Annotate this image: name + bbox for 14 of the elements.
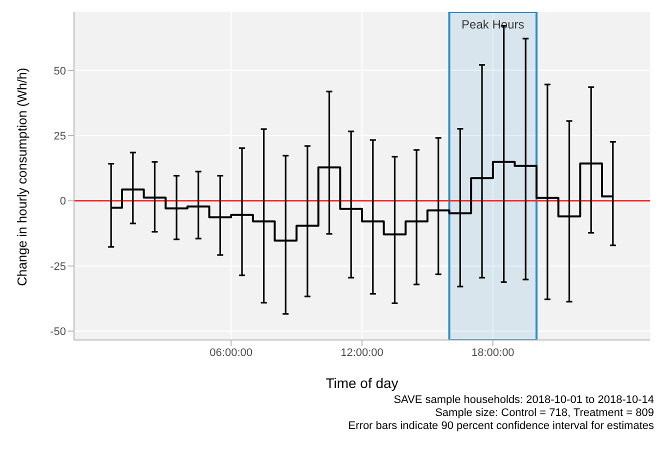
x-tick-label: 18:00:00	[471, 346, 514, 359]
y-tick-label: 50	[54, 65, 66, 78]
text: Sample size: Control = 718, Treatment = 809	[434, 407, 654, 420]
text: SAVE sample households: 2018-10-01 to 2018-10-14	[392, 394, 654, 407]
y-tick-label: -25	[50, 260, 66, 273]
x-tick-label: 12:00:00	[340, 346, 384, 359]
y-tick-label: -50	[50, 326, 66, 338]
y-tick-label: 25	[54, 130, 66, 142]
text: Error bars indicate 90 percent confidence interval for estimates	[347, 420, 654, 433]
x-axis-title: Time of day	[326, 375, 398, 391]
y-axis-title: Change in hourly consumption (Wh/h)	[14, 68, 30, 286]
band-label: Peak Hours	[462, 18, 524, 32]
y-tick-label: 0	[60, 196, 66, 208]
x-tick-label: 06:00:00	[210, 346, 253, 359]
